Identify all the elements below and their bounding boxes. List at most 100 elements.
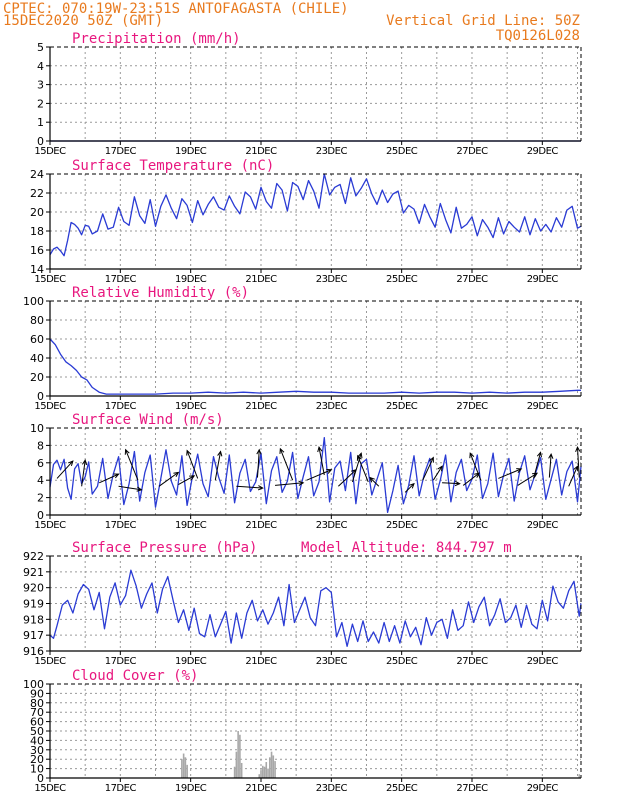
pressure-xtick-label: 23DEC [316,656,348,667]
wind-title: Surface Wind (m/s) [72,412,224,428]
pressure-xtick-label: 19DEC [175,656,207,667]
wind-wind-arrowhead [189,475,196,481]
wind-ytick-label: 0 [37,509,44,522]
wind-wind-vector [279,448,294,481]
precipitation-title: Precipitation (mm/h) [72,31,241,47]
pressure-xtick-label: 15DEC [34,656,66,667]
wind-wind-vector [462,472,480,486]
cloud-xtick-label: 15DEC [34,783,66,794]
precipitation-xtick-label: 17DEC [105,146,137,157]
pressure-xtick-label: 21DEC [245,656,277,667]
cloud-ytick-label: 30 [30,744,44,757]
pressure-series-line [49,569,582,647]
humidity-xtick-label: 27DEC [456,401,488,412]
cloud-bar [268,757,271,778]
precipitation-panel: 0 1 2 3 4 5 15DEC 17DEC 19DEC 21DEC 23DEC 25DEC 27DE… [34,31,582,157]
cloud-bar [578,774,581,778]
wind-wind-arrowhead [124,448,130,455]
cloud-xtick-label: 17DEC [105,783,137,794]
cloud-bar [267,768,269,778]
wind-wind-vector [548,454,552,478]
pressure-ytick-label: 920 [23,582,44,595]
wind-wind-vector [81,460,86,487]
pressure-ytick-label: 921 [23,566,44,579]
temperature-xtick-label: 17DEC [105,274,137,285]
humidity-xtick-label: 19DEC [175,401,207,412]
precipitation-ytick-label: 2 [37,97,44,110]
wind-wind-vector [256,449,260,478]
wind-ytick-label: 4 [37,474,44,487]
cloud-xtick-label: 19DEC [175,783,207,794]
humidity-ytick-label: 20 [30,371,44,384]
wind-wind-arrowhead [575,445,581,452]
cloud-ytick-label: 70 [30,706,44,719]
wind-wind-arrowhead [256,448,262,455]
humidity-plot-area [50,301,581,396]
humidity-xtick-label: 21DEC [245,401,277,412]
pressure-xtick-label: 25DEC [386,656,418,667]
cloud-bar [258,774,261,778]
header-run-date: 15DEC2020 50Z (GMT) [3,13,163,29]
wind-xtick-label: 27DEC [456,520,488,531]
cloud-ytick-label: 60 [30,716,44,729]
wind-wind-arrowhead [532,472,539,478]
wind-wind-arrowhead [298,480,305,486]
cloud-bar [263,766,266,778]
wind-xtick-label: 29DEC [527,520,559,531]
cloud-ytick-label: 40 [30,734,44,747]
cloud-bar [240,762,243,778]
cloud-bar [261,765,264,778]
wind-wind-vector [432,466,443,481]
precipitation-ytick-label: 5 [37,41,44,54]
wind-xtick-label: 19DEC [175,520,207,531]
wind-wind-vector [56,460,74,479]
precipitation-plot-area [50,47,581,141]
wind-wind-arrowhead [279,447,285,454]
humidity-ytick-label: 60 [30,333,44,346]
wind-wind-arrowhead [474,472,480,478]
cloud-title: Cloud Cover (%) [72,668,198,684]
wind-wind-vector [369,477,380,487]
cloud-xtick-label: 23DEC [316,783,348,794]
temperature-plot-area [50,174,581,269]
cloud-ytick-label: 100 [23,678,44,691]
temperature-ytick-label: 24 [30,168,44,181]
temperature-ytick-label: 22 [30,187,44,200]
wind-wind-arrowhead [429,456,434,463]
humidity-panel: 0 20 40 60 80 100 15DEC 17DEC 19DEC 21DEC 23DEC 25D… [23,285,582,412]
wind-wind-vector [275,482,304,486]
cloud-bar [233,766,236,778]
header-model-code: TQ0126L028 [496,28,580,44]
pressure-ytick-label: 917 [23,629,44,642]
cloud-bar [184,757,187,778]
precipitation-ytick-label: 0 [37,135,44,148]
temperature-ytick-label: 16 [30,244,44,257]
wind-wind-vector [357,455,369,483]
wind-wind-arrowhead [409,482,415,489]
cloud-xtick-label: 25DEC [386,783,418,794]
wind-wind-arrowhead [326,469,333,474]
wind-ytick-label: 10 [30,422,44,435]
wind-wind-arrowhead [136,486,143,492]
wind-wind-arrowhead [81,459,88,466]
cloud-xtick-label: 29DEC [527,783,559,794]
wind-wind-vector [118,485,142,491]
humidity-ytick-label: 40 [30,352,44,365]
wind-xtick-label: 21DEC [245,520,277,531]
header-grid-line-note: Vertical Grid Line: 50Z [386,13,580,29]
cloud-ytick-label: 10 [30,763,44,776]
wind-wind-vector [422,457,434,481]
wind-wind-arrowhead [217,450,223,457]
pressure-xtick-label: 29DEC [527,656,559,667]
temperature-title: Surface Temperature (nC) [72,158,274,174]
wind-wind-vector [99,473,119,484]
cloud-xtick-label: 27DEC [456,783,488,794]
precipitation-xtick-label: 19DEC [175,146,207,157]
temperature-xtick-label: 21DEC [245,274,277,285]
wind-series-line [49,436,582,514]
pressure-xtick-label: 27DEC [456,656,488,667]
pressure-ytick-label: 916 [23,645,44,658]
pressure-panel: 916 917 918 919 920 921 922 15DEC 17DEC 19DEC 21DE… [23,540,582,667]
